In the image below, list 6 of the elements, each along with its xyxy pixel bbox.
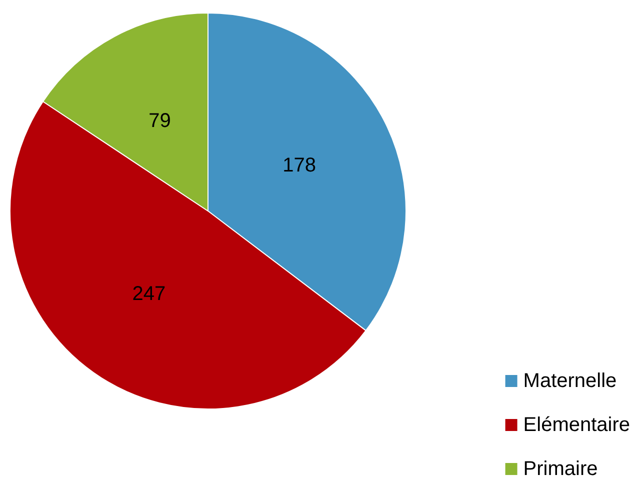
data-label: 247 — [132, 283, 166, 306]
legend-label: Primaire — [523, 458, 598, 480]
data-label: 178 — [282, 154, 316, 177]
data-label: 79 — [148, 110, 171, 132]
legend-label: Elémentaire — [523, 414, 630, 436]
legend-label: Maternelle — [523, 370, 617, 392]
